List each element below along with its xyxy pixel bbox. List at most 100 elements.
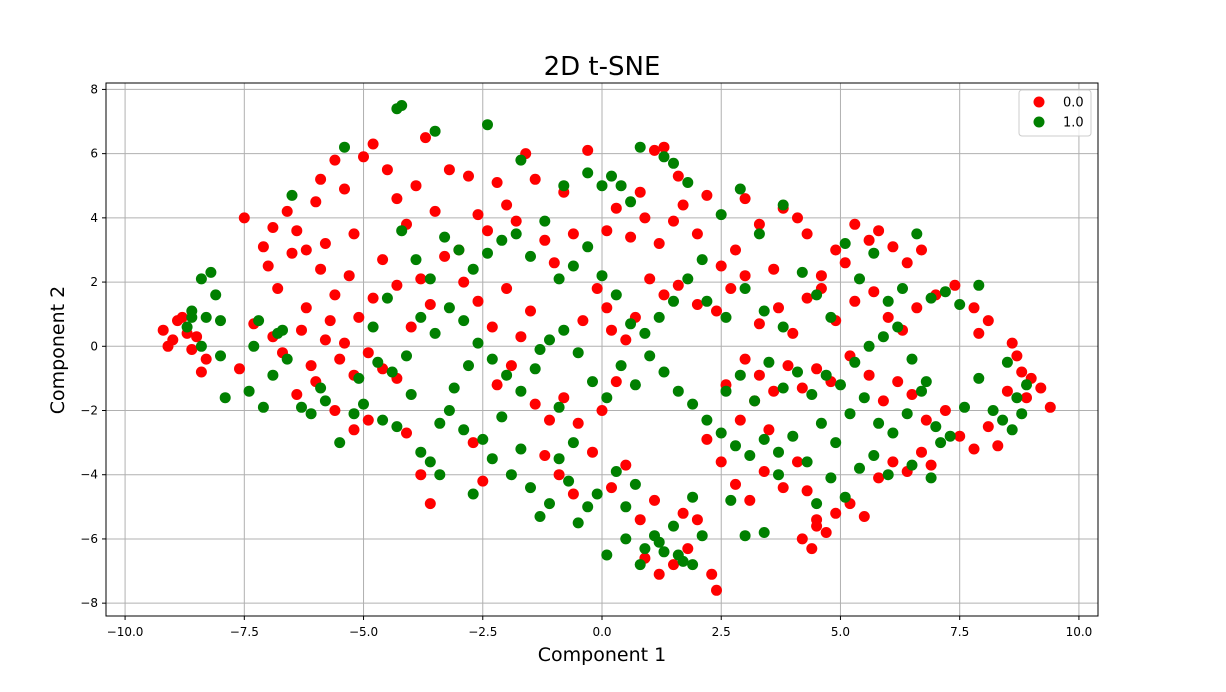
point-class-0-0 [691,228,703,240]
point-class-0-0 [548,257,560,269]
point-class-1-0 [243,385,255,397]
point-class-1-0 [944,430,956,442]
y-tick-label: −8 [80,596,98,610]
point-class-1-0 [734,369,746,381]
point-class-0-0 [820,527,832,538]
point-class-1-0 [811,289,823,301]
point-class-1-0 [634,141,646,153]
point-class-0-0 [291,225,303,237]
point-class-0-0 [162,340,174,352]
point-class-1-0 [739,283,751,294]
point-class-0-0 [682,543,694,555]
x-tick-label: −10.0 [107,625,144,639]
point-class-0-0 [515,331,527,343]
point-class-0-0 [715,260,727,272]
point-class-0-0 [558,392,570,404]
point-class-0-0 [668,559,679,571]
point-class-0-0 [415,469,427,481]
point-class-1-0 [687,491,699,503]
point-class-0-0 [176,311,188,323]
point-class-1-0 [339,141,350,153]
point-class-0-0 [1006,337,1018,349]
point-class-1-0 [825,472,837,484]
point-class-1-0 [377,414,389,426]
point-class-1-0 [835,379,846,391]
point-class-0-0 [539,450,551,461]
point-class-1-0 [195,340,207,352]
point-class-0-0 [634,514,646,526]
legend-marker [1033,116,1045,128]
y-tick-label: 0 [90,339,98,353]
point-class-0-0 [873,472,885,484]
point-class-1-0 [386,366,398,378]
point-class-0-0 [482,225,493,237]
point-class-0-0 [553,469,565,481]
point-class-1-0 [658,151,670,163]
point-class-0-0 [711,584,722,596]
point-class-1-0 [424,273,436,285]
point-class-1-0 [434,417,446,429]
point-class-0-0 [362,414,374,426]
point-class-0-0 [739,353,751,365]
point-class-1-0 [458,315,470,327]
point-class-0-0 [334,353,346,365]
point-class-0-0 [305,360,317,372]
x-axis-label: Component 1 [538,644,666,666]
point-class-1-0 [749,395,761,407]
point-class-1-0 [839,491,851,503]
point-class-1-0 [825,311,837,323]
point-class-1-0 [525,250,536,262]
point-class-0-0 [739,270,751,282]
point-class-1-0 [820,369,832,381]
point-class-1-0 [758,527,770,538]
point-class-1-0 [1001,356,1013,368]
point-class-1-0 [672,549,684,561]
point-class-0-0 [873,225,885,237]
point-class-1-0 [424,456,436,468]
point-class-0-0 [539,234,551,246]
point-class-0-0 [863,369,875,381]
point-class-0-0 [477,475,489,487]
point-class-0-0 [420,132,431,144]
point-class-0-0 [329,289,341,301]
point-class-1-0 [696,530,708,542]
point-class-1-0 [763,356,775,368]
point-class-0-0 [744,494,756,506]
point-class-1-0 [653,536,665,548]
point-class-1-0 [629,478,641,490]
point-class-1-0 [839,238,851,249]
point-class-1-0 [257,401,269,413]
point-class-1-0 [720,311,732,323]
point-class-1-0 [458,424,470,436]
point-class-1-0 [582,167,594,179]
point-class-1-0 [553,273,565,285]
point-class-0-0 [472,209,484,221]
legend-label: 0.0 [1063,96,1084,111]
point-class-1-0 [854,462,865,474]
point-class-1-0 [591,488,603,500]
point-class-0-0 [405,321,417,333]
point-class-1-0 [367,321,379,333]
point-class-0-0 [200,353,212,365]
point-class-1-0 [796,266,808,278]
point-class-1-0 [639,543,651,555]
point-class-0-0 [916,244,927,256]
point-class-1-0 [725,494,737,506]
point-class-1-0 [806,389,818,400]
point-class-1-0 [730,440,741,452]
point-class-1-0 [415,311,427,323]
point-class-0-0 [830,244,842,256]
point-class-1-0 [758,305,770,317]
point-class-0-0 [262,260,274,272]
point-class-0-0 [620,334,632,346]
point-class-1-0 [868,450,880,461]
point-class-0-0 [777,482,789,494]
point-class-1-0 [620,533,632,545]
point-class-1-0 [925,292,937,304]
point-class-0-0 [606,324,617,336]
point-class-0-0 [973,327,985,339]
point-class-0-0 [348,228,360,240]
point-class-1-0 [587,376,598,388]
point-class-1-0 [334,437,346,449]
point-class-1-0 [801,456,813,468]
